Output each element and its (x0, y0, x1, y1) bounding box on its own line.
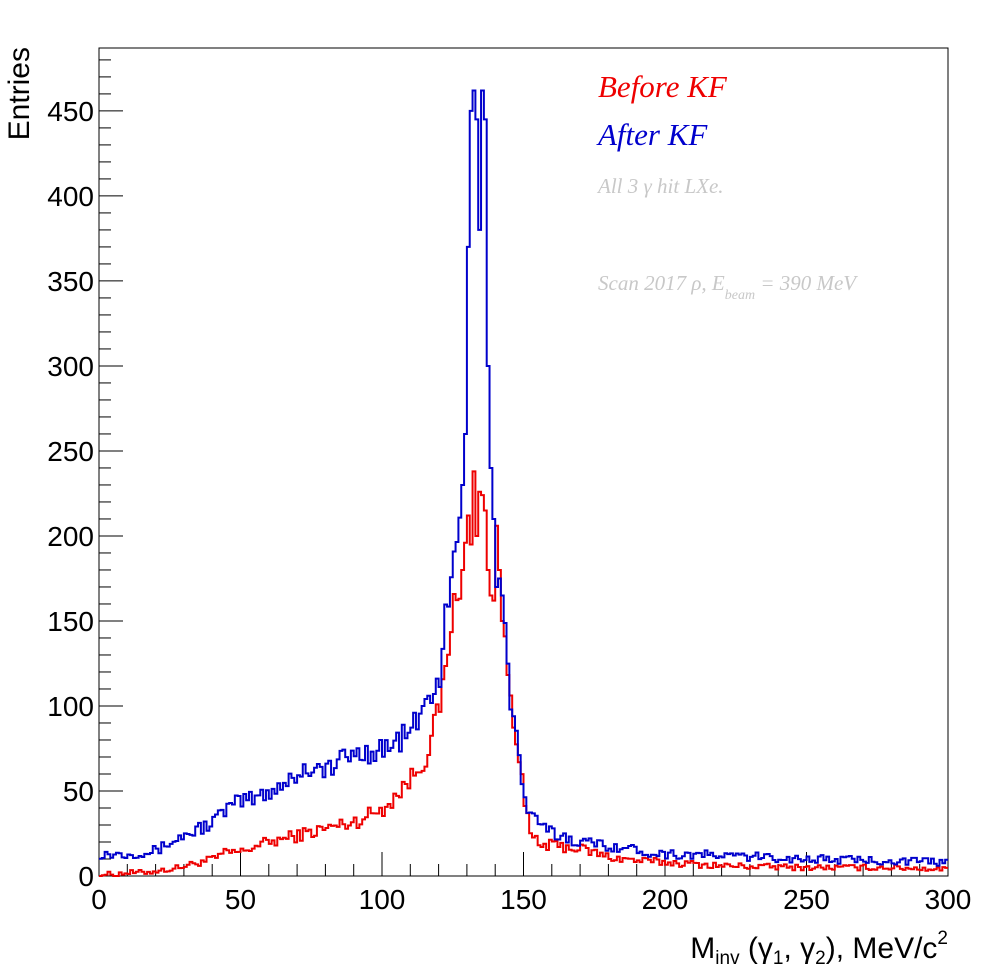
x-tick-label: 0 (91, 884, 107, 915)
x-axis-label: Minv (γ1, γ2), MeV/c2 (690, 928, 948, 969)
y-tick-label: 300 (47, 351, 94, 382)
y-tick-label: 50 (63, 776, 94, 807)
legend-before-kf: Before KF (598, 69, 728, 104)
plot-frame (98, 47, 949, 877)
annotation-scan: Scan 2017 ρ, Ebeam = 390 MeV (598, 271, 858, 303)
x-tick-label: 150 (500, 884, 547, 915)
y-tick-label: 250 (47, 436, 94, 467)
y-tick-label: 350 (47, 266, 94, 297)
legend-after-kf: After KF (596, 117, 708, 152)
y-tick-label: 0 (78, 861, 94, 892)
annotation-hit-lxe: All 3 γ hit LXe. (596, 174, 724, 198)
y-tick-label: 400 (47, 181, 94, 212)
y-axis-label: Entries (3, 47, 36, 140)
series-after-kf (99, 89, 948, 867)
x-tick-label: 50 (225, 884, 256, 915)
x-tick-label: 250 (783, 884, 830, 915)
series-layer (99, 89, 948, 877)
y-tick-label: 150 (47, 606, 94, 637)
y-tick-label: 450 (47, 96, 94, 127)
x-tick-label: 200 (642, 884, 689, 915)
y-tick-label: 200 (47, 521, 94, 552)
x-tick-label: 300 (925, 884, 972, 915)
y-tick-label: 100 (47, 691, 94, 722)
x-tick-label: 100 (359, 884, 406, 915)
axis-ticks: 0 50 100 150 200 250 300 0 50 100 150 200 250 300 350 4… (47, 59, 972, 915)
